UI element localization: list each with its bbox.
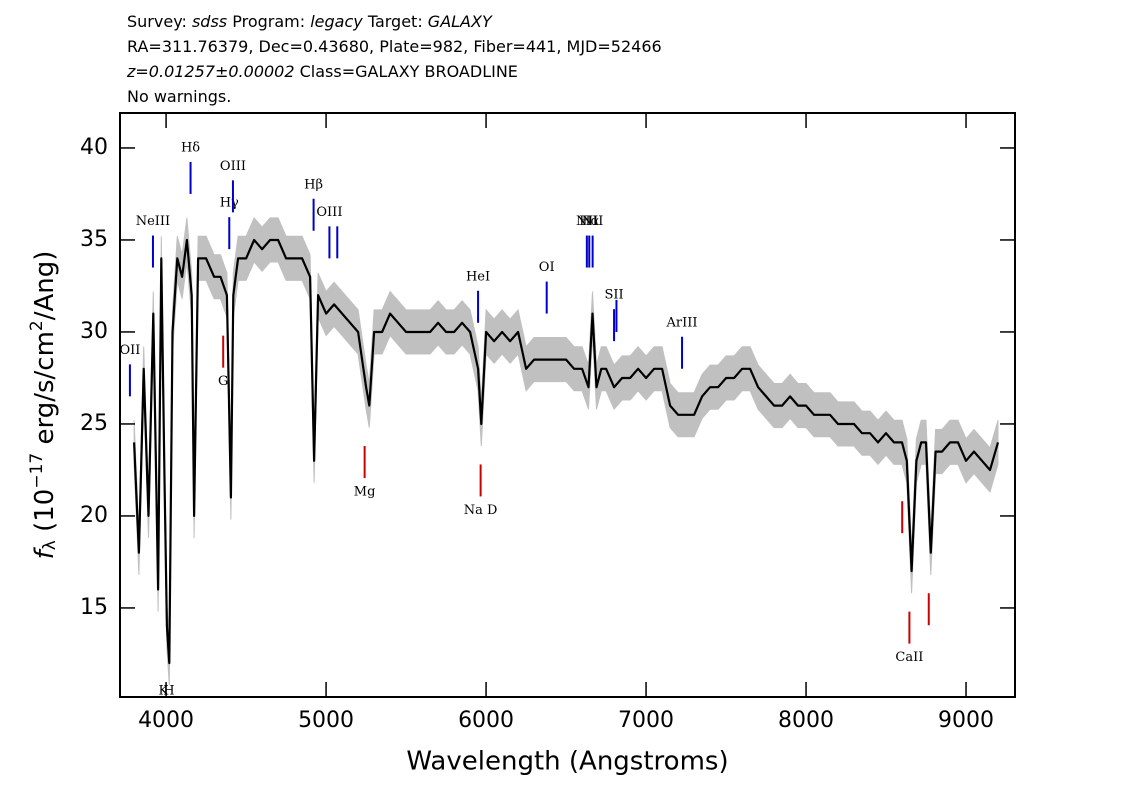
line-label: NII: [576, 214, 598, 229]
line-label: OI: [539, 260, 555, 275]
x-tick-label: 5000: [298, 708, 354, 733]
line-label: SII: [604, 288, 623, 303]
y-tick-label: 20: [80, 503, 108, 528]
header-line: RA=311.76379, Dec=0.43680, Plate=982, Fi…: [127, 37, 662, 56]
header-segment: Program:: [227, 12, 310, 31]
line-label: Mg: [354, 485, 376, 500]
error-band: [133, 216, 999, 686]
y-axis-label: fλ (10−17 erg/s/cm2/Ang): [27, 251, 60, 560]
line-label: NeIII: [136, 214, 170, 229]
x-tick-label: 9000: [938, 708, 994, 733]
header-segment: Target:: [363, 12, 428, 31]
y-tick-label: 30: [80, 319, 108, 344]
line-label: K: [158, 684, 168, 699]
line-label: Hδ: [181, 140, 200, 155]
y-tick-label: 40: [80, 135, 108, 160]
line-label: OIII: [220, 159, 246, 174]
y-axis-label-part: 2: [27, 320, 47, 331]
header-line: No warnings.: [127, 87, 231, 106]
header-segment: GALAXY: [428, 12, 493, 31]
x-axis-label: Wavelength (Angstroms): [406, 747, 728, 777]
y-axis-label-part: λ: [40, 540, 60, 550]
y-axis-label-part: −17: [27, 453, 47, 489]
line-label: Hγ: [220, 196, 239, 211]
line-label: G: [218, 374, 228, 389]
line-label: H: [163, 684, 174, 699]
header-segment: Survey:: [127, 12, 192, 31]
header-line: Survey: sdss Program: legacy Target: GAL…: [127, 12, 493, 31]
spectrum-line: [133, 238, 1000, 665]
header-segment: Class=GALAXY BROADLINE: [295, 62, 518, 81]
plot-frame: [119, 112, 1016, 698]
line-label: Hα: [579, 214, 599, 229]
line-label: NII: [582, 214, 604, 229]
x-tick-label: 6000: [458, 708, 514, 733]
y-tick-label: 15: [80, 595, 108, 620]
y-axis-label-part: /Ang): [30, 251, 60, 321]
header-line: z=0.01257±0.00002 Class=GALAXY BROADLINE: [126, 62, 518, 81]
y-axis-label-part: erg/s/cm: [30, 331, 60, 453]
line-label: Na D: [464, 503, 498, 518]
header-segment: sdss: [192, 12, 227, 31]
line-label: OIII: [316, 205, 342, 220]
header-segment: legacy: [310, 12, 363, 31]
y-tick-label: 35: [80, 227, 108, 252]
x-tick-label: 4000: [138, 708, 194, 733]
line-label: ArIII: [666, 315, 698, 330]
x-tick-label: 8000: [778, 708, 834, 733]
header-segment: z=0.01257±0.00002: [126, 62, 295, 81]
y-axis-label-part: (10: [30, 489, 60, 541]
line-label: HeI: [466, 269, 490, 284]
line-label: Hβ: [304, 177, 323, 192]
header-segment: No warnings.: [127, 87, 231, 106]
x-tick-label: 7000: [618, 708, 674, 733]
line-label: CaII: [895, 650, 923, 665]
header-segment: RA=311.76379, Dec=0.43680, Plate=982, Fi…: [127, 37, 662, 56]
y-tick-label: 25: [80, 411, 108, 436]
line-label: OII: [119, 343, 140, 358]
